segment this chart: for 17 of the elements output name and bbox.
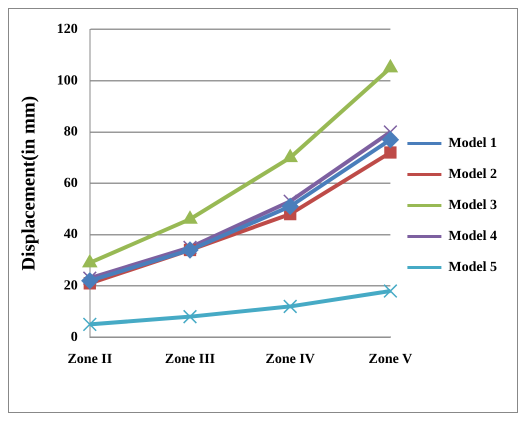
y-axis-title: Displacement(in mm)	[18, 96, 40, 271]
y-tick-label: 80	[64, 124, 78, 140]
y-tick-label: 100	[56, 73, 78, 88]
y-tick-label: 0	[70, 330, 78, 345]
legend-label: Model 4	[448, 229, 498, 244]
x-tick-label: Zone III	[164, 352, 216, 368]
legend-label: Model 3	[448, 198, 498, 214]
legend-label: Model 2	[448, 167, 498, 182]
legend-label: Model 5	[448, 260, 498, 276]
y-tick-label: 40	[64, 227, 78, 242]
x-tick-label: Zone IV	[265, 352, 315, 368]
legend-label: Model 1	[448, 136, 498, 152]
x-tick-label: Zone V	[368, 352, 412, 368]
y-tick-label: 60	[64, 176, 78, 191]
y-tick-label: 20	[64, 278, 78, 294]
y-tick-label: 120	[56, 22, 78, 38]
x-tick-label: Zone II	[67, 352, 112, 368]
